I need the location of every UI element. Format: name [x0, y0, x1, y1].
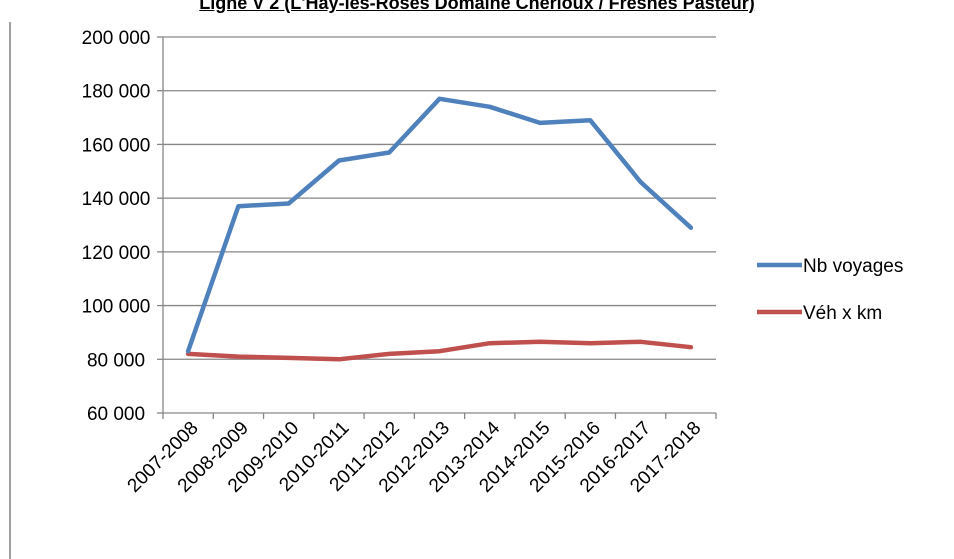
series-line-1: [185, 339, 694, 362]
axes: [162, 37, 716, 414]
series-lines: [185, 96, 694, 362]
legend-label-1: Véh x km: [803, 303, 882, 324]
y-tick-label: 180 000: [82, 82, 151, 103]
y-tick-label: 100 000: [82, 297, 151, 318]
legend-label-0: Nb voyages: [803, 256, 903, 277]
chart-title: Ligne V 2 (L'Haÿ-les-Roses Domaine Chéri…: [199, 0, 755, 13]
y-tick-label: 120 000: [82, 243, 151, 264]
y-tick-label: 80 000: [87, 350, 145, 371]
series-line-0: [185, 96, 694, 354]
y-tick-label: 60 000: [87, 404, 145, 425]
y-axis-ticks: 60 000 80 000 100 000 120 000 140 000 160 000…: [82, 28, 163, 425]
y-tick-label: 140 000: [82, 189, 151, 210]
y-tick-label: 200 000: [82, 28, 151, 49]
gridlines: [163, 36, 716, 360]
y-tick-label: 160 000: [82, 135, 151, 156]
x-axis-ticks: 2007-20082008-20092009-20102010-20112011…: [124, 413, 717, 497]
legend: Nb voyages Véh x km: [757, 256, 903, 324]
